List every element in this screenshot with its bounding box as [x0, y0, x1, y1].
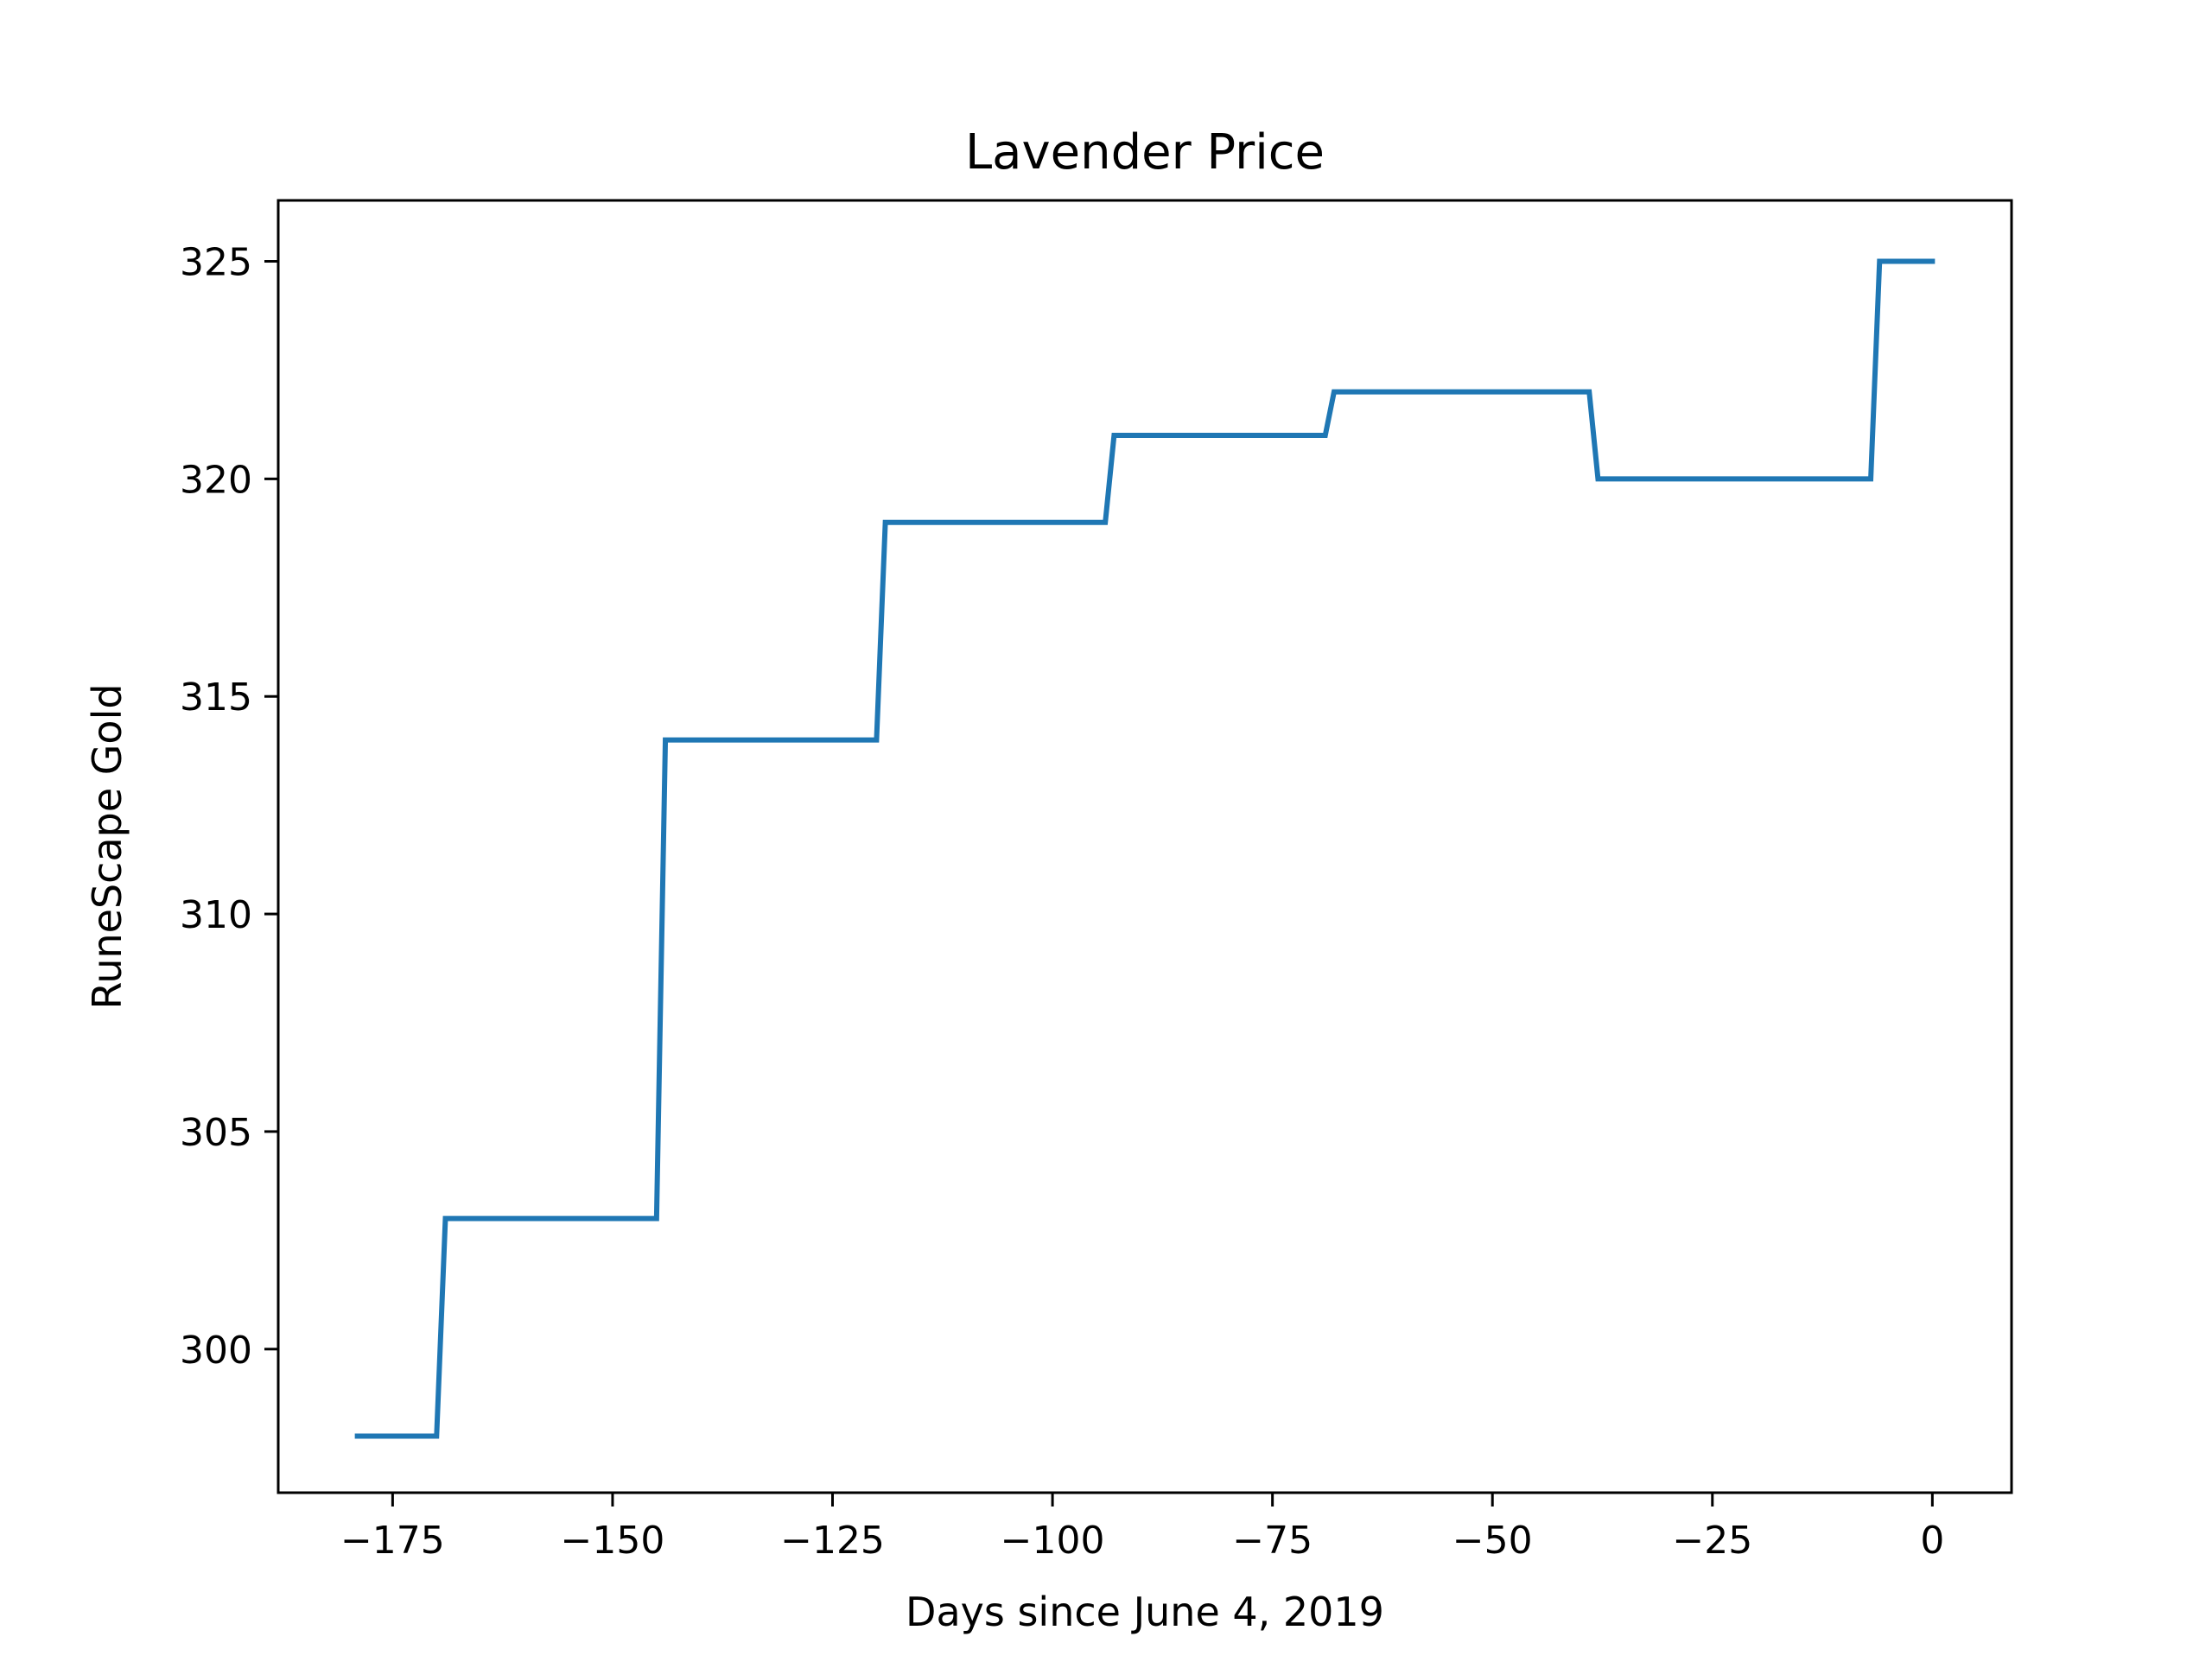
plot-area: −175 −150 −125 −100 −75 −50 −25 0 300 305 310 315 32…	[180, 199, 2013, 1563]
y-tick-label: 315	[180, 676, 252, 720]
chart-title: Lavender Price	[965, 124, 1325, 181]
series-line-0	[354, 258, 1936, 1439]
axes-frame	[276, 199, 2013, 1494]
x-tick-label: −50	[1452, 1519, 1533, 1563]
y-tick-label: 325	[180, 241, 252, 285]
y-tick-label: 310	[180, 893, 252, 937]
y-tick-label: 320	[180, 458, 252, 502]
y-tick-label: 300	[180, 1329, 252, 1373]
x-tick-label: −175	[340, 1519, 445, 1563]
x-tick-label: −150	[561, 1519, 665, 1563]
x-tick-label: −125	[780, 1519, 885, 1563]
x-tick-label: −100	[1001, 1519, 1105, 1563]
x-tick-label: −25	[1672, 1519, 1752, 1563]
x-tick-label: −75	[1232, 1519, 1313, 1563]
x-tick-label: 0	[1920, 1519, 1944, 1563]
x-axis-label: Days since June 4, 2019	[906, 1589, 1384, 1635]
y-axis-label: RuneScape Gold	[84, 683, 130, 1009]
y-tick-label: 305	[180, 1111, 252, 1155]
